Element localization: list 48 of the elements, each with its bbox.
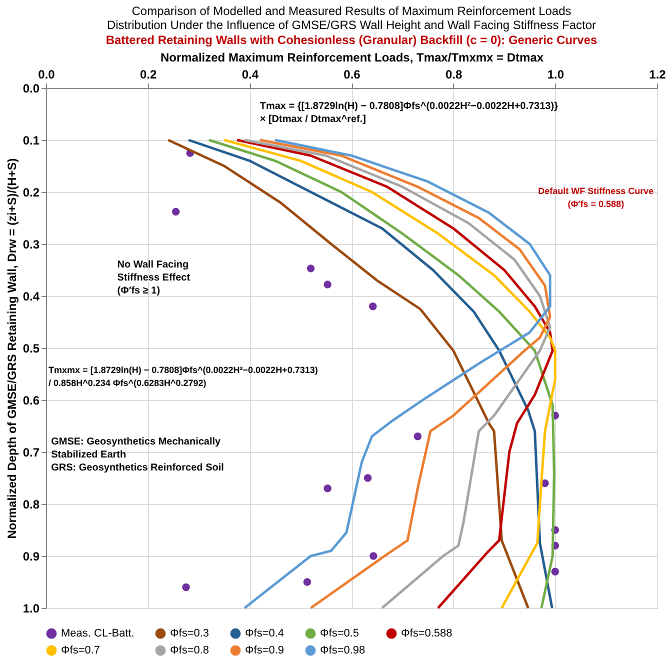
y-tick-label: 0.6 xyxy=(22,394,40,408)
y-tick-label: 1.0 xyxy=(22,602,40,616)
legend-label: Φfs=0.9 xyxy=(245,644,284,656)
legend-label: Φfs=0.98 xyxy=(320,644,366,656)
point xyxy=(551,568,560,576)
x-tick-label: 1.2 xyxy=(649,68,666,82)
legend-label: Φfs=0.8 xyxy=(170,644,210,656)
annotation: GMSE: Geosynthetics Mechanically Stabilized Earth GRS: Geosynthetics Reinforced Soil xyxy=(51,436,224,474)
legend-label: Φfs=0.3 xyxy=(170,628,210,640)
y-tick-label: 0.5 xyxy=(22,342,40,356)
y-tick-label: 0.9 xyxy=(22,550,40,564)
y-tick-label: 0.3 xyxy=(22,238,40,252)
y-tick-label: 0.0 xyxy=(22,82,40,96)
point xyxy=(172,208,180,216)
y-axis-title: Normalized Depth of GMSE/GRS Retaining Wall, Drw = (zi+S)/(H+S) xyxy=(4,158,19,539)
text: Comparison of Modelled and Measured Results of Maximum Reinforcement Loads xyxy=(132,4,572,18)
x-tick-label: 0.6 xyxy=(344,68,361,82)
y-tick-label: 0.7 xyxy=(22,446,40,460)
point xyxy=(364,474,372,482)
annotation: Tmax = {[1.8729ln(H) − 0.7808]Φfs^(0.0022H²−0.0022H+0.7313)} × [Dtmax / Dtmax^ref.] xyxy=(260,101,558,125)
y-tick-label: 0.8 xyxy=(22,498,40,512)
point xyxy=(182,583,190,592)
y-tick-label: 0.1 xyxy=(22,134,40,148)
chart-subtitle: Battered Retaining Walls with Cohesionless (Granular) Backfill (c = 0): Generic Curves xyxy=(106,33,598,47)
x-tick-label: 0.2 xyxy=(140,68,157,82)
y-tick-label: 0.4 xyxy=(22,290,40,304)
point xyxy=(414,432,422,440)
point xyxy=(370,552,378,560)
legend-label: Φfs=0.588 xyxy=(401,628,452,640)
legend-label: Φfs=0.7 xyxy=(61,644,100,656)
legend-label: Φfs=0.5 xyxy=(320,628,360,640)
point xyxy=(369,302,377,310)
annotation: No Wall Facing Stiffness Effect (Φ′fs ≥ 1) xyxy=(117,260,191,297)
legend-label: Φfs=0.4 xyxy=(245,628,284,640)
point xyxy=(306,264,315,272)
x-tick-label: 0.0 xyxy=(38,68,56,82)
x-axis-title: Normalized Maximum Reinforcement Loads, Tmax/Tmxmx = Dtmax xyxy=(160,50,544,64)
x-tick-label: 0.4 xyxy=(242,68,259,82)
y-tick-label: 0.2 xyxy=(22,186,40,200)
annotation: Tmxmx = [1.8729ln(H) − 0.7808]Φfs^(0.0022H²−0.0022H+0.7313) / 0.858H^0.234 Φfs^(0.6283H^0.2792) xyxy=(48,365,318,388)
point xyxy=(324,280,332,288)
text: Distribution Under the Influence of GMSE/GRS Wall Height and Wall Facing Stiffness Factor xyxy=(106,18,596,32)
point xyxy=(324,484,332,492)
x-tick-label: 1.0 xyxy=(547,68,564,82)
x-tick-label: 0.8 xyxy=(445,68,462,82)
legend-label: Meas. CL-Batt. xyxy=(61,628,134,640)
annotation: Default WF Stiffness Curve (Φ′fs = 0.588) xyxy=(538,186,654,209)
point xyxy=(303,578,312,586)
